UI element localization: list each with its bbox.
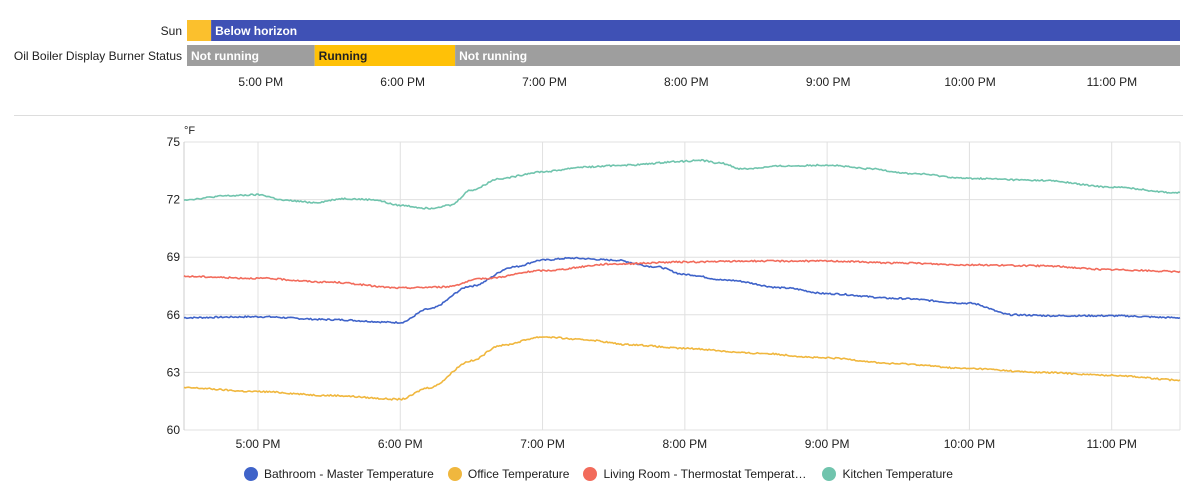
timeline-tick-label: 10:00 PM <box>944 75 995 89</box>
legend-swatch-kitchen <box>822 467 837 481</box>
x-tick-label: 8:00 PM <box>662 437 707 451</box>
timeline-segment-0-0[interactable] <box>187 20 212 41</box>
y-tick-label: 66 <box>167 308 181 322</box>
timeline-segment-label-0-1: Below horizon <box>215 24 297 38</box>
legend-swatch-bathroom <box>244 467 258 481</box>
timeline-row-label-1: Oil Boiler Display Burner Status <box>14 49 182 63</box>
series-line-1[interactable] <box>183 336 1181 401</box>
legend-swatch-office <box>447 467 462 481</box>
legend-label-bathroom: Bathroom - Master Temperature <box>264 467 434 481</box>
legend-item-living-room[interactable]: Living Room - Thermostat Temperature <box>583 467 808 481</box>
legend-label-kitchen: Kitchen Temperature <box>842 467 953 481</box>
timeline-segment-1-0[interactable] <box>187 45 315 66</box>
series-line-3[interactable] <box>183 158 1181 210</box>
timeline-segment-0-1[interactable] <box>211 20 1180 41</box>
y-axis-unit-label: °F <box>184 125 195 137</box>
legend-item-bathroom[interactable]: Bathroom - Master Temperature <box>244 467 434 481</box>
legend-label-office: Office Temperature <box>467 467 570 481</box>
timeline-row-label-0: Sun <box>161 24 182 38</box>
y-tick-label: 72 <box>167 193 181 207</box>
temperature-line-chart: 60 63 66 69 72 75 5:00 PM 6:00 PM 7:00 PM 8:00 PM… <box>167 125 1181 451</box>
timeline-tick-label: 8:00 PM <box>664 75 709 89</box>
timeline-tick-label: 9:00 PM <box>806 75 851 89</box>
timeline-segment-label-1-2: Not running <box>459 49 527 63</box>
timeline-segment-label-1-1: Running <box>319 49 368 63</box>
legend-label-living-room: Living Room - Thermostat Temperature <box>603 467 809 481</box>
x-tick-label: 5:00 PM <box>236 437 281 451</box>
y-tick-label: 69 <box>167 250 181 264</box>
legend-item-kitchen[interactable]: Kitchen Temperature <box>822 467 953 481</box>
legend-swatch-living-room <box>583 467 598 481</box>
timeline-segment-1-1[interactable] <box>314 45 456 66</box>
timeline-tick-label: 7:00 PM <box>522 75 567 89</box>
timeline-tick-label: 6:00 PM <box>380 75 425 89</box>
x-tick-label: 11:00 PM <box>1086 437 1136 451</box>
x-tick-label: 10:00 PM <box>944 437 995 451</box>
x-tick-label: 6:00 PM <box>378 437 423 451</box>
timeline-segment-label-1-0: Not running <box>191 49 259 63</box>
chart-legend: Bathroom - Master Temperature Office Tem… <box>0 462 1197 486</box>
timeline-tick-label: 11:00 PM <box>1087 75 1137 89</box>
x-tick-label: 7:00 PM <box>520 437 565 451</box>
y-tick-label: 60 <box>167 423 181 437</box>
timeline-segment-1-2[interactable] <box>455 45 1180 66</box>
series-line-2[interactable] <box>183 259 1181 290</box>
x-tick-label: 9:00 PM <box>805 437 850 451</box>
timeline-tick-label: 5:00 PM <box>238 75 283 89</box>
legend-item-office[interactable]: Office Temperature <box>447 467 570 481</box>
y-tick-label: 63 <box>167 365 181 379</box>
y-tick-label: 75 <box>167 135 181 149</box>
timeline-chart: Sun Below horizon Oil Boiler Display Burne… <box>14 20 1183 116</box>
series-line-0[interactable] <box>183 256 1181 324</box>
